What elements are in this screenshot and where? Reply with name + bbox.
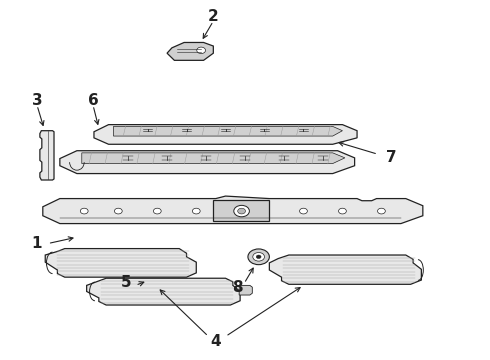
Polygon shape [114, 126, 343, 136]
Polygon shape [45, 249, 196, 277]
Text: 3: 3 [32, 93, 42, 108]
Circle shape [256, 255, 261, 258]
Text: 5: 5 [121, 275, 131, 291]
Text: 1: 1 [32, 236, 42, 251]
FancyBboxPatch shape [213, 201, 270, 221]
Text: 8: 8 [232, 280, 243, 296]
Circle shape [115, 208, 122, 214]
Circle shape [193, 208, 200, 214]
Circle shape [299, 208, 307, 214]
Text: 2: 2 [208, 9, 219, 24]
Circle shape [339, 208, 346, 214]
Circle shape [153, 208, 161, 214]
Circle shape [80, 208, 88, 214]
Polygon shape [60, 151, 355, 174]
Text: 7: 7 [386, 150, 396, 165]
Polygon shape [239, 285, 252, 295]
Circle shape [253, 252, 265, 261]
Polygon shape [270, 255, 421, 284]
Circle shape [197, 47, 205, 54]
Circle shape [234, 205, 249, 217]
Polygon shape [82, 153, 345, 163]
Polygon shape [167, 42, 213, 60]
Polygon shape [43, 196, 423, 224]
Polygon shape [94, 125, 357, 144]
Text: 6: 6 [88, 93, 98, 108]
Polygon shape [40, 131, 54, 180]
Polygon shape [87, 278, 240, 305]
Text: 4: 4 [210, 334, 221, 349]
Circle shape [248, 249, 270, 265]
Circle shape [377, 208, 385, 214]
Circle shape [238, 208, 245, 214]
